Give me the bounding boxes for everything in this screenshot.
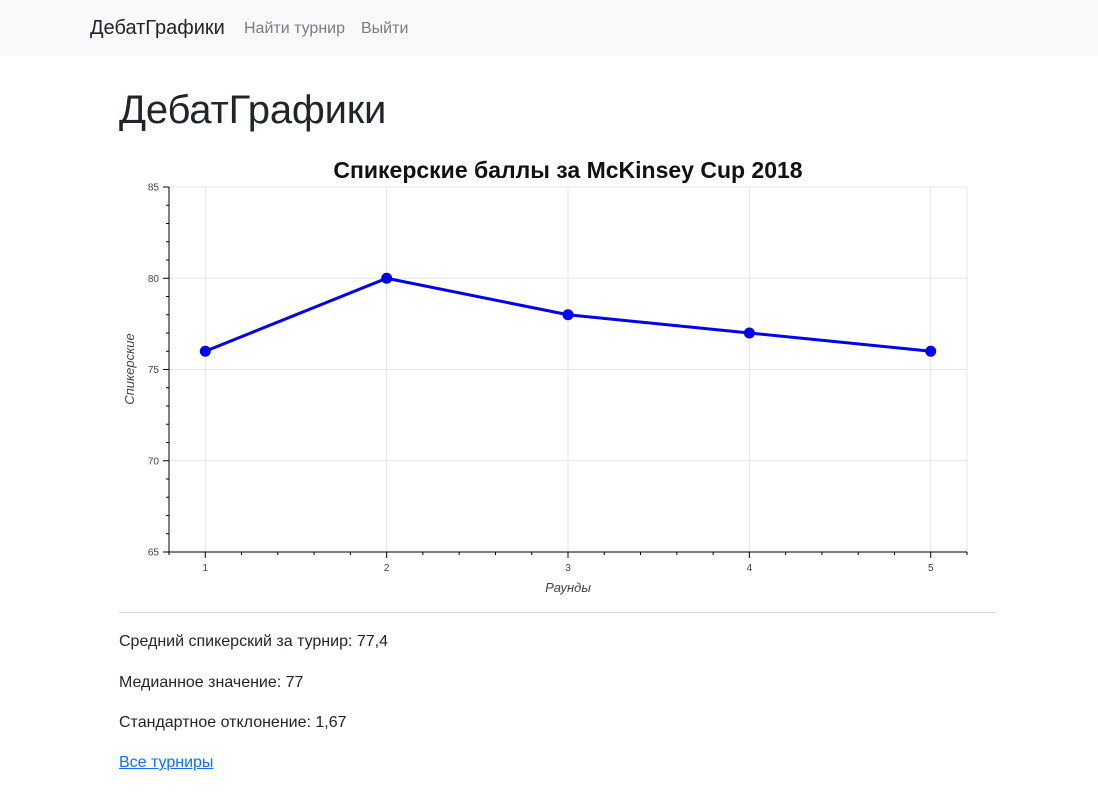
speaker-scores-chart: Спикерские баллы за McKinsey Cup 2018 Ра… xyxy=(110,150,990,605)
navbar: ДебатГрафики Найти турнир Выйти xyxy=(0,0,1098,56)
data-point xyxy=(743,327,755,339)
stat-mean: Средний спикерский за турнир: 77,4 xyxy=(119,633,388,650)
x-tick-label: 3 xyxy=(565,563,571,574)
divider xyxy=(119,612,996,613)
y-tick-label: 85 xyxy=(148,183,160,194)
chart-y-axis-label: Спикерские xyxy=(122,333,137,404)
page-title: ДебатГрафики xyxy=(119,88,387,132)
stat-std-dev: Стандартное отклонение: 1,67 xyxy=(119,714,347,731)
navbar-brand[interactable]: ДебатГрафики xyxy=(90,17,225,39)
data-point xyxy=(562,309,574,321)
nav-link-logout[interactable]: Выйти xyxy=(361,20,409,37)
x-tick-label: 1 xyxy=(202,563,208,574)
data-point xyxy=(199,345,211,357)
y-tick-label: 75 xyxy=(148,365,160,376)
data-point xyxy=(925,345,937,357)
x-tick-label: 4 xyxy=(747,563,753,574)
y-tick-label: 80 xyxy=(148,274,160,285)
y-tick-label: 70 xyxy=(148,456,160,467)
stat-median: Медианное значение: 77 xyxy=(119,674,304,691)
chart-x-axis-label: Раунды xyxy=(545,580,591,595)
x-tick-label: 5 xyxy=(928,563,934,574)
chart-svg: Спикерские баллы за McKinsey Cup 2018 Ра… xyxy=(122,157,968,595)
chart-title: Спикерские баллы за McKinsey Cup 2018 xyxy=(333,157,802,183)
y-tick-label: 65 xyxy=(148,548,160,559)
x-tick-label: 2 xyxy=(384,563,390,574)
all-tournaments-link[interactable]: Все турниры xyxy=(119,754,214,771)
nav-link-find-tournament[interactable]: Найти турнир xyxy=(244,20,345,37)
data-point xyxy=(381,272,393,284)
